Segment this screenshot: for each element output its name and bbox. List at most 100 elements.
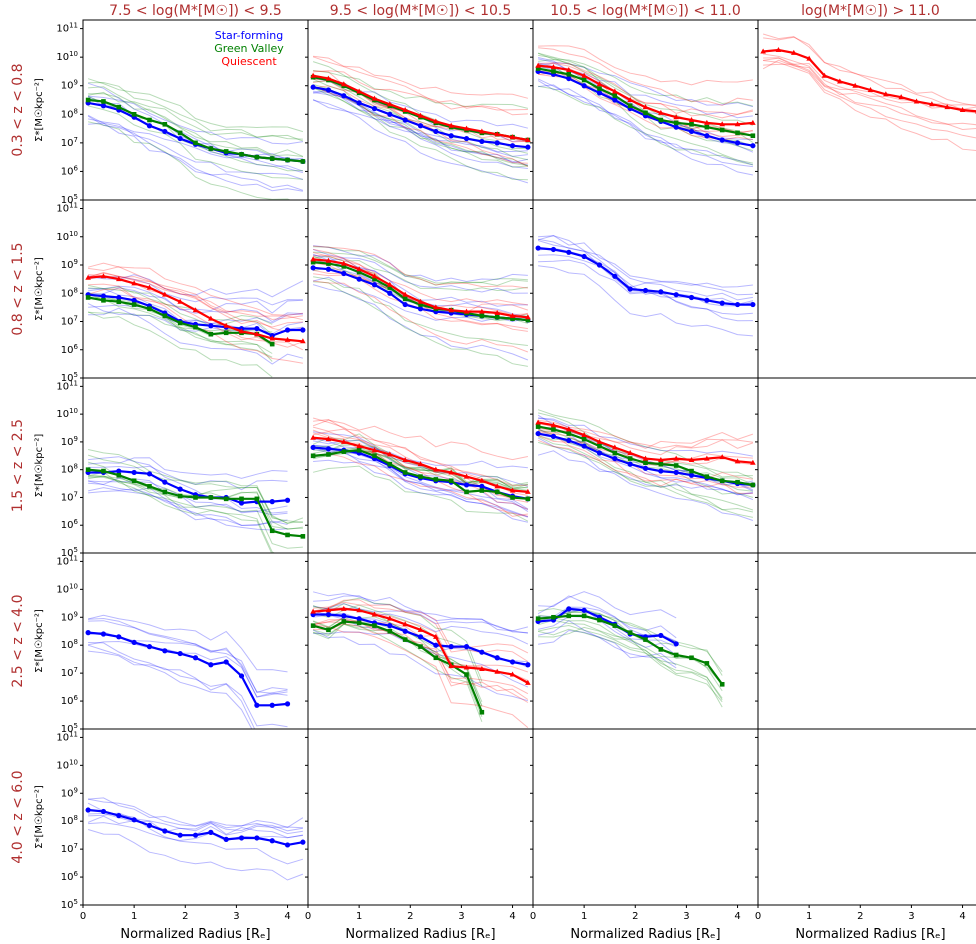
- data-point: [790, 49, 797, 55]
- data-point: [734, 458, 741, 464]
- individual-profile-line: [88, 480, 288, 513]
- data-point: [356, 447, 362, 453]
- individual-profile-line: [537, 433, 753, 495]
- data-point: [463, 644, 470, 650]
- x-tick-label: 4: [959, 911, 965, 922]
- individual-profile-line: [313, 245, 528, 283]
- data-point: [402, 628, 408, 634]
- individual-profile-line: [88, 274, 304, 298]
- data-point: [341, 613, 347, 619]
- data-point: [254, 496, 260, 502]
- data-point: [581, 607, 587, 613]
- data-point: [147, 117, 152, 123]
- x-tick-label: 1: [356, 911, 362, 922]
- data-point: [387, 101, 393, 107]
- data-point: [479, 313, 485, 319]
- x-tick-label: 1: [806, 911, 812, 922]
- data-point: [479, 308, 485, 314]
- data-point: [525, 317, 531, 323]
- individual-profile-line: [537, 58, 754, 108]
- data-point: [464, 672, 469, 677]
- data-point: [566, 613, 572, 619]
- data-point: [959, 107, 966, 113]
- data-point: [719, 682, 725, 687]
- data-point: [509, 134, 516, 140]
- data-point: [658, 468, 664, 474]
- data-point: [310, 256, 316, 262]
- y-tick-label: 108: [61, 286, 78, 299]
- data-point: [162, 313, 168, 319]
- individual-profile-line: [88, 118, 304, 180]
- data-point: [387, 451, 393, 457]
- individual-profile-line: [88, 81, 304, 142]
- data-point: [387, 623, 393, 629]
- data-point: [448, 478, 454, 484]
- x-axis-label: Normalized Radius [Rₑ]: [795, 927, 945, 942]
- data-point: [658, 289, 664, 295]
- row-title: 0.8 < z < 1.5: [10, 242, 26, 335]
- individual-profile-line: [88, 465, 288, 491]
- panel-r4-c1: 0 1 2 3 4 Normalized Radius [Rₑ]: [305, 728, 534, 942]
- panel-r2-c1: [305, 377, 534, 554]
- data-point: [147, 484, 152, 489]
- data-point: [494, 668, 501, 674]
- row-title: 2.5 < z < 4.0: [10, 594, 26, 687]
- data-point: [704, 474, 710, 479]
- data-point: [750, 119, 756, 125]
- column-title: 9.5 < log(M*[M☉]) < 10.5: [330, 3, 512, 19]
- data-point: [673, 641, 679, 647]
- data-point: [535, 245, 541, 251]
- data-point: [479, 649, 485, 655]
- individual-profile-line: [313, 444, 528, 489]
- data-point: [535, 62, 541, 68]
- data-point: [238, 673, 245, 679]
- panel-r1-c3: [755, 199, 976, 379]
- individual-profile-line: [312, 616, 483, 717]
- data-point: [464, 489, 469, 495]
- individual-profile-line: [312, 248, 528, 294]
- data-point: [463, 308, 470, 314]
- data-point: [494, 314, 500, 320]
- data-point: [719, 478, 725, 484]
- data-point: [597, 443, 602, 449]
- data-point: [612, 93, 618, 99]
- individual-profile-line: [312, 604, 483, 687]
- individual-profile-line: [763, 36, 976, 106]
- data-point: [177, 130, 183, 136]
- data-point: [417, 112, 424, 118]
- individual-profile-line: [312, 603, 528, 634]
- data-point: [162, 648, 168, 654]
- x-tick-label: 3: [233, 911, 239, 922]
- data-point: [284, 336, 291, 342]
- x-tick-label: 0: [80, 911, 86, 922]
- data-point: [162, 489, 168, 495]
- data-point: [535, 66, 541, 71]
- data-point: [775, 47, 782, 53]
- data-point: [417, 306, 424, 312]
- individual-profile-line: [537, 591, 677, 619]
- data-point: [269, 838, 275, 844]
- data-point: [254, 835, 260, 841]
- individual-profile-line: [87, 294, 273, 354]
- individual-profile-line: [313, 91, 529, 166]
- data-point: [146, 284, 153, 290]
- data-point: [387, 285, 393, 290]
- data-point: [463, 664, 470, 670]
- data-point: [131, 817, 137, 823]
- individual-profile-line: [537, 439, 753, 488]
- data-point: [310, 453, 316, 459]
- data-point: [116, 634, 122, 640]
- individual-profile-line: [88, 477, 288, 516]
- data-point: [238, 500, 245, 506]
- data-point: [525, 314, 531, 320]
- data-point: [356, 620, 362, 626]
- data-point: [596, 438, 603, 444]
- data-point: [418, 474, 423, 479]
- data-point: [433, 304, 439, 310]
- data-point: [479, 128, 485, 134]
- x-tick-label: 1: [581, 911, 587, 922]
- panel-r3-c1: [305, 552, 534, 730]
- data-point: [719, 121, 726, 127]
- individual-profile-line: [87, 802, 304, 865]
